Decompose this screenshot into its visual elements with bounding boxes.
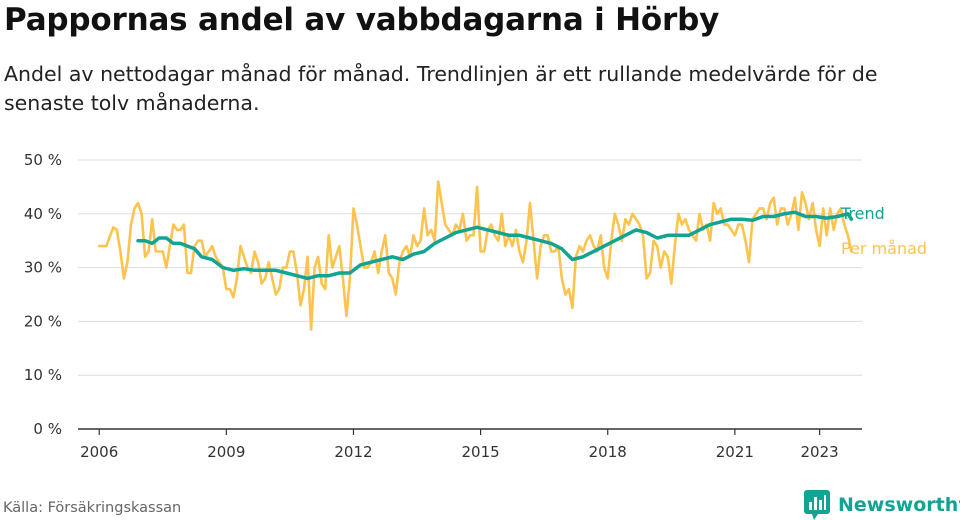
bar-chart-speech-bubble-icon [804, 490, 830, 520]
series-lines [97, 180, 854, 331]
y-tick-label-20: 20 % [24, 312, 62, 330]
series-line-trend [136, 210, 854, 281]
brand-name: Newsworthy [838, 494, 960, 516]
series-labels: Per månad Trend [840, 204, 927, 258]
series-label-monthly: Per månad [841, 239, 927, 258]
x-axis [78, 428, 862, 435]
y-tick-label-0: 0 % [33, 420, 62, 438]
x-tick-label-2009: 2009 [207, 443, 245, 461]
y-axis-tick-labels: 0 % 10 % 20 % 30 % 40 % 50 % [24, 151, 62, 438]
x-tick-label-2015: 2015 [462, 443, 500, 461]
chart-subtitle: Andel av nettodagar månad för månad. Tre… [4, 62, 878, 115]
x-tick-label-2021: 2021 [716, 443, 754, 461]
y-tick-label-30: 30 % [24, 259, 62, 277]
gridlines [78, 159, 862, 376]
series-label-trend: Trend [840, 204, 885, 223]
x-tick-label-2018: 2018 [589, 443, 627, 461]
y-tick-label-10: 10 % [24, 366, 62, 384]
x-tick-label-2023: 2023 [801, 443, 839, 461]
y-tick-label-50: 50 % [24, 151, 62, 169]
brand-logo: Newsworthy [804, 490, 960, 520]
source-note: Källa: Försäkringskassan [3, 500, 182, 516]
series-line-monthly [97, 180, 853, 331]
x-tick-label-2006: 2006 [80, 443, 118, 461]
x-axis-tick-labels: 2006 2009 2012 2015 2018 2021 2023 [80, 443, 839, 461]
x-tick-label-2012: 2012 [334, 443, 372, 461]
y-tick-label-40: 40 % [24, 205, 62, 223]
chart-title: Pappornas andel av vabbdagarna i Hörby [4, 2, 720, 38]
line-chart: 0 % 10 % 20 % 30 % 40 % 50 % 2006 2009 2012 2015… [24, 151, 927, 461]
